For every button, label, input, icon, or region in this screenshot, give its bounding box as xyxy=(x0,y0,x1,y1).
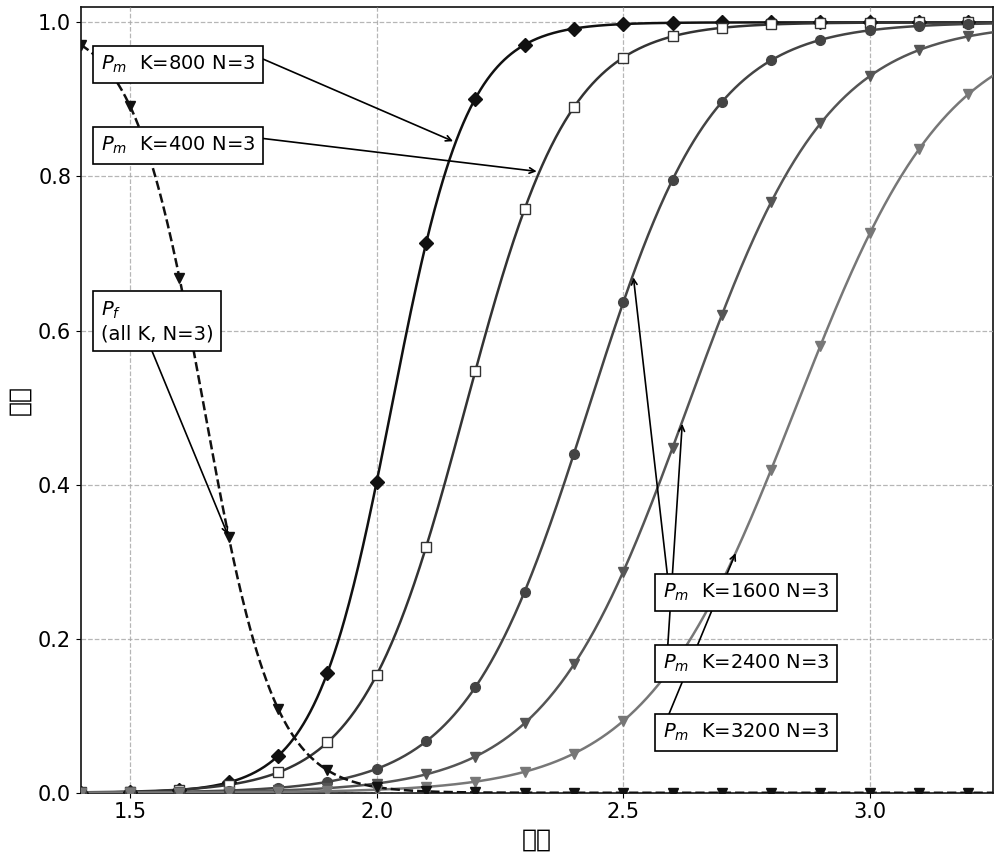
Text: $P_m$  K=800 N=3: $P_m$ K=800 N=3 xyxy=(101,54,255,76)
Text: $P_m$  K=2400 N=3: $P_m$ K=2400 N=3 xyxy=(663,653,829,674)
X-axis label: 门限: 门限 xyxy=(522,828,552,852)
Text: $P_m$  K=1600 N=3: $P_m$ K=1600 N=3 xyxy=(663,582,829,603)
Text: $P_m$  K=3200 N=3: $P_m$ K=3200 N=3 xyxy=(663,722,829,743)
Y-axis label: 概率: 概率 xyxy=(7,385,31,415)
Text: $P_m$  K=400 N=3: $P_m$ K=400 N=3 xyxy=(101,135,255,156)
Text: $P_f$
(all K, N=3): $P_f$ (all K, N=3) xyxy=(101,300,213,343)
